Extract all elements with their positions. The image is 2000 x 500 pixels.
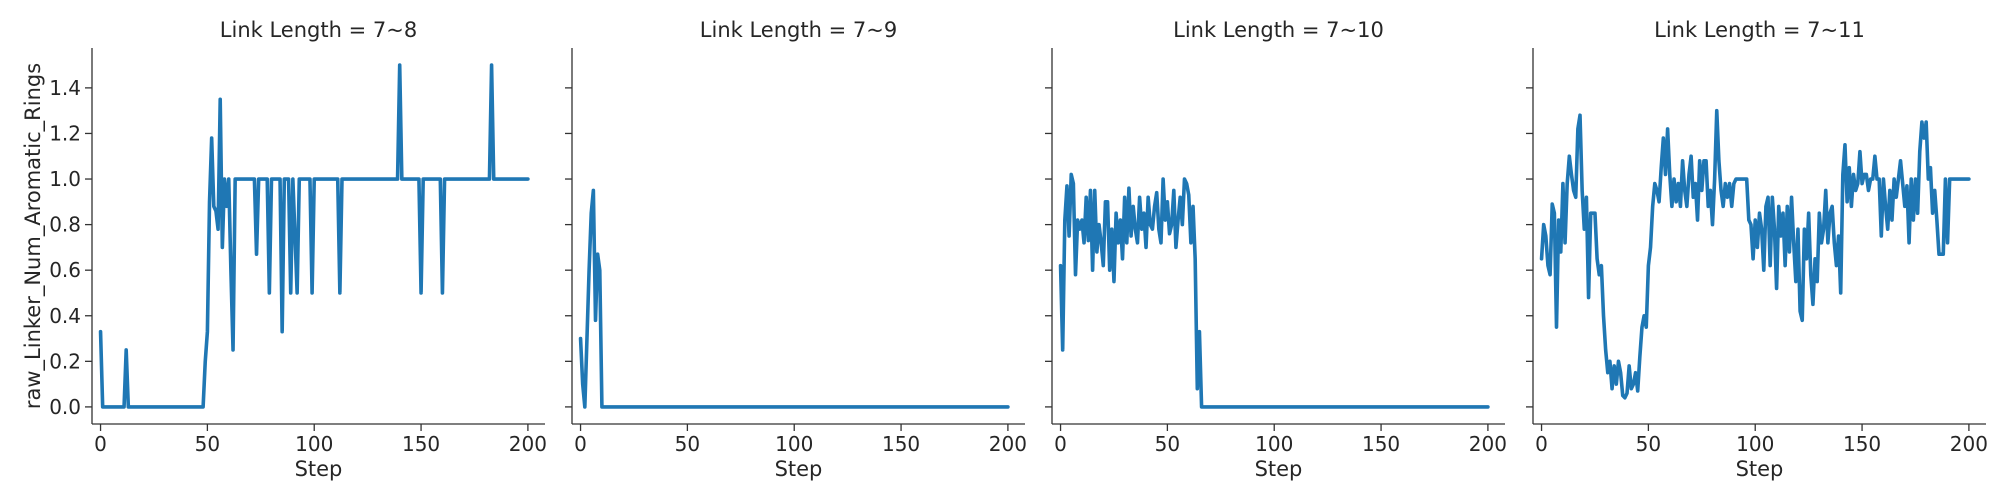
x-tick-label: 100	[1736, 432, 1774, 456]
y-axis-label: raw_Linker_Num_Aromatic_Rings	[21, 63, 46, 409]
x-tick-label: 50	[195, 432, 220, 456]
panels: Link Length = 7~8 0 50 100 150 200 0.0 0.2 0.4 0.…	[49, 18, 1988, 481]
y-tick-label: 1.4	[49, 76, 81, 100]
y-tick-label: 1.2	[49, 121, 81, 145]
y-tick-label: 0.6	[49, 258, 81, 282]
x-tick-label: 200	[1469, 432, 1507, 456]
x-tick-label: 50	[1155, 432, 1180, 456]
x-tick-label: 150	[1362, 432, 1400, 456]
x-tick-label: 100	[295, 432, 333, 456]
x-tick-label: 0	[1535, 432, 1548, 456]
x-tick-label: 100	[1255, 432, 1293, 456]
x-tick-label: 150	[1843, 432, 1881, 456]
series-line-1	[578, 188, 1010, 409]
x-tick-label: 0	[1054, 432, 1067, 456]
y-tick-label: 0.8	[49, 213, 81, 237]
y-tick-label: 0.0	[49, 395, 81, 419]
panel-2: Link Length = 7~9 0 50 100 150 200 Step	[565, 18, 1027, 481]
x-axis-label: Step	[775, 457, 823, 481]
x-axis-label: Step	[1255, 457, 1303, 481]
panel-title: Link Length = 7~9	[700, 18, 897, 42]
x-tick-label: 0	[574, 432, 587, 456]
x-tick-label: 200	[989, 432, 1027, 456]
x-tick-label: 0	[94, 432, 107, 456]
panel-1: Link Length = 7~8 0 50 100 150 200 0.0 0.2 0.4 0.…	[49, 18, 547, 481]
y-tick-label: 1.0	[49, 167, 81, 191]
panel-title: Link Length = 7~10	[1173, 18, 1384, 42]
x-tick-label: 100	[775, 432, 813, 456]
x-tick-label: 200	[509, 432, 547, 456]
y-tick-label: 0.2	[49, 349, 81, 373]
x-tick-label: 200	[1950, 432, 1988, 456]
x-tick-label: 50	[1636, 432, 1661, 456]
panel-3: Link Length = 7~10 0 50 100 150 200 Step	[1045, 18, 1507, 481]
panel-4: Link Length = 7~11 0 50 100 150 200 Step	[1526, 18, 1988, 481]
x-tick-label: 50	[675, 432, 700, 456]
x-tick-label: 150	[402, 432, 440, 456]
y-tick-label: 0.4	[49, 304, 81, 328]
x-tick-label: 150	[882, 432, 920, 456]
x-axis-label: Step	[295, 457, 343, 481]
panel-title: Link Length = 7~8	[220, 18, 417, 42]
x-axis-label: Step	[1736, 457, 1784, 481]
series-line-1	[1539, 108, 1971, 400]
panel-title: Link Length = 7~11	[1654, 18, 1865, 42]
series-line-1	[98, 63, 530, 409]
series-line-1	[1058, 172, 1490, 409]
